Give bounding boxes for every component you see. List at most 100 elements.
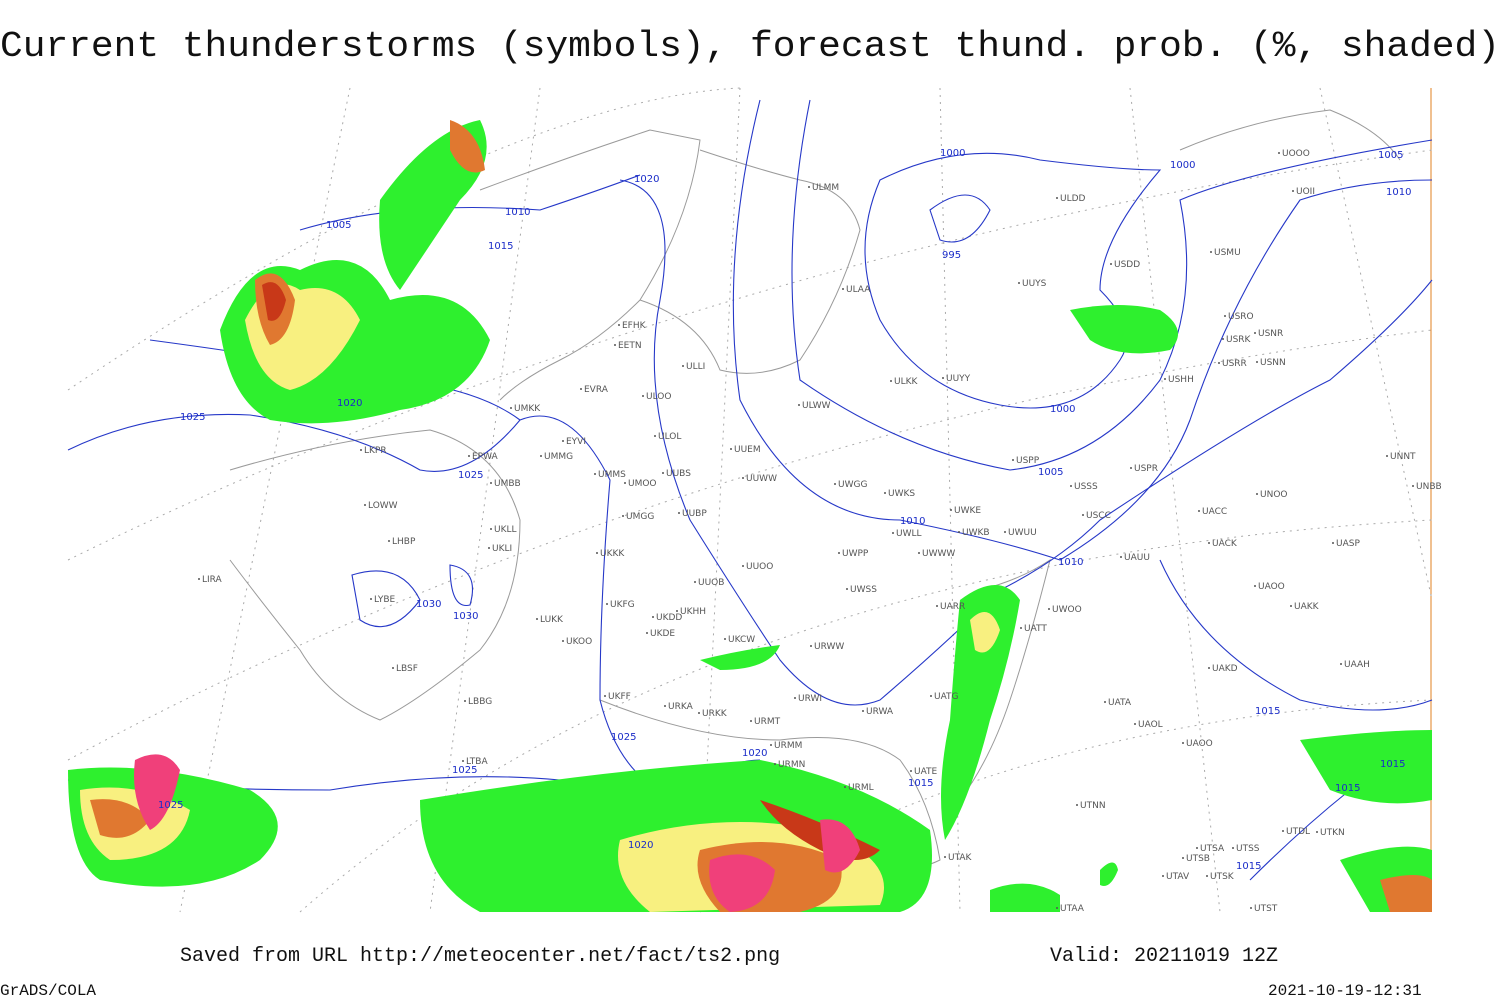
station-dot [1340, 663, 1342, 665]
station-label: USMU [1214, 248, 1241, 258]
station-dot [1104, 701, 1106, 703]
station-dot [490, 528, 492, 530]
station-dot [1130, 467, 1132, 469]
station-dot [1110, 263, 1112, 265]
station-label: URWI [798, 694, 822, 704]
station-label: USRK [1226, 335, 1252, 345]
station-label: UWLL [896, 529, 922, 539]
station-label: UTST [1254, 904, 1278, 914]
station-label: LIRA [202, 575, 223, 585]
station-label: UTSS [1236, 844, 1260, 854]
station-label: ULMM [812, 183, 839, 193]
map-frame: ULMM ULDD USDD USMU UOOO UOII ULAA UUYS USRO USRK… [67, 87, 1442, 914]
isobar-label: 1010 [505, 207, 530, 218]
coastlines [229, 109, 1401, 874]
station-dot [642, 395, 644, 397]
station-label: UWKB [962, 528, 990, 538]
isobar-label: 1015 [1255, 706, 1280, 717]
isobar-labels: 1000 1005 1000 1020 1010 1010 1005 995 1015 1020 1… [158, 148, 1411, 872]
station-dot [936, 605, 938, 607]
station-label: USPP [1016, 456, 1040, 466]
station-dot [1278, 152, 1280, 154]
station-dot [1048, 608, 1050, 610]
station-label: LBBG [468, 697, 492, 707]
station-label: UACC [1202, 507, 1227, 517]
station-dot [808, 186, 810, 188]
station-dot [562, 440, 564, 442]
isobar-label: 1005 [326, 220, 351, 231]
station-label: URMM [774, 741, 802, 751]
station-dot [1256, 361, 1258, 363]
station-label: LYBE [374, 595, 395, 605]
station-label: ULLI [686, 362, 705, 372]
station-label: URMN [778, 760, 805, 770]
station-label: UAAH [1344, 660, 1370, 670]
station-label: URWA [866, 707, 894, 717]
station-dot [862, 710, 864, 712]
station-dot [360, 449, 362, 451]
station-dot [770, 744, 772, 746]
station-label: UATA [1108, 698, 1132, 708]
station-dot [1182, 742, 1184, 744]
station-label: UUBS [666, 469, 691, 479]
isobar-label: 1015 [1236, 861, 1261, 872]
station-dot [1162, 875, 1164, 877]
station-dot [742, 477, 744, 479]
station-label: UKKK [600, 549, 625, 559]
station-label: ULWW [802, 401, 831, 411]
station-dot [618, 324, 620, 326]
station-dot [794, 697, 796, 699]
station-dot [1198, 510, 1200, 512]
station-dot [488, 547, 490, 549]
station-dot [622, 515, 624, 517]
station-dot [1120, 556, 1122, 558]
station-label: URWW [814, 642, 844, 652]
station-label: ULDD [1060, 194, 1086, 204]
station-dot [392, 667, 394, 669]
generated-timestamp: 2021-10-19-12:31 [1268, 982, 1422, 1000]
station-dot [1412, 485, 1414, 487]
station-dot [388, 540, 390, 542]
station-dot [510, 407, 512, 409]
station-label: URKK [702, 709, 728, 719]
station-dot [1210, 251, 1212, 253]
station-dot [1164, 378, 1166, 380]
station-label: LOWW [368, 501, 398, 511]
isobar-label: 1010 [1058, 557, 1083, 568]
station-dot [774, 763, 776, 765]
station-label: UTAV [1166, 872, 1190, 882]
station-label: UWGG [838, 480, 867, 490]
station-dot [1076, 804, 1078, 806]
station-label: UTAK [948, 853, 973, 863]
station-label: URKA [668, 702, 694, 712]
station-dot [596, 552, 598, 554]
station-dot [364, 504, 366, 506]
isobar-label: 1015 [1380, 759, 1405, 770]
station-label: UMKK [514, 404, 541, 414]
station-label: USNN [1260, 358, 1286, 368]
station-label: LKPR [364, 446, 387, 456]
station-label: UKLI [492, 544, 512, 554]
station-dot [1386, 455, 1388, 457]
station-dot [664, 705, 666, 707]
station-dot [1070, 485, 1072, 487]
station-label: UMOO [628, 479, 657, 489]
station-dot [1292, 190, 1294, 192]
station-dot [462, 760, 464, 762]
station-label: UAOO [1186, 739, 1213, 749]
station-label: UMMS [598, 470, 626, 480]
station-label: UTSK [1210, 872, 1235, 882]
station-label: UATG [934, 692, 959, 702]
station-dot [654, 435, 656, 437]
station-dot [1208, 542, 1210, 544]
station-dot [1254, 585, 1256, 587]
station-dot [606, 603, 608, 605]
station-label: EFHK [622, 321, 647, 331]
isobar-label: 1010 [900, 516, 925, 527]
station-dot [1224, 315, 1226, 317]
station-dot [730, 448, 732, 450]
station-dot [930, 695, 932, 697]
station-label: LUKK [540, 615, 564, 625]
source-url: Saved from URL http://meteocenter.net/fa… [180, 945, 780, 968]
isobar-label: 1000 [1050, 404, 1075, 415]
